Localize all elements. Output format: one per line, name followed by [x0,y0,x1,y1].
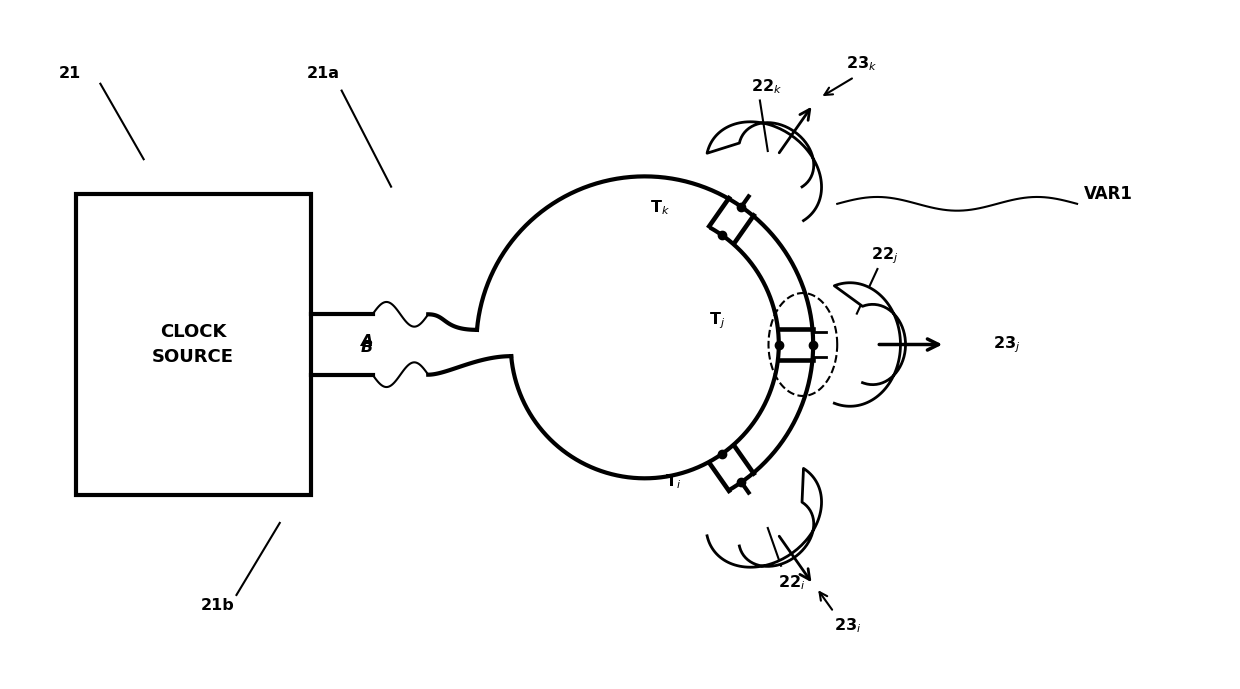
Text: T$_k$: T$_k$ [650,198,670,217]
Text: T$_j$: T$_j$ [709,310,725,331]
Text: 21b: 21b [201,598,234,613]
Text: 22$_j$: 22$_j$ [870,245,898,265]
Text: B: B [361,340,372,355]
Text: 22$_k$: 22$_k$ [751,77,782,96]
Text: 21: 21 [58,66,81,81]
Polygon shape [707,469,822,567]
Bar [76,194,311,495]
Polygon shape [707,122,822,220]
Polygon shape [835,282,905,407]
Text: VAR1: VAR1 [1084,185,1133,203]
Text: 21a: 21a [306,66,340,81]
Text: 23$_k$: 23$_k$ [846,54,877,72]
Text: T$_i$: T$_i$ [666,472,682,491]
Text: A: A [360,334,372,349]
Text: CLOCK
SOURCE: CLOCK SOURCE [153,323,234,366]
Text: 23$_j$: 23$_j$ [993,334,1021,355]
Text: 22$_i$: 22$_i$ [777,573,805,593]
Text: 23$_i$: 23$_i$ [833,617,862,635]
